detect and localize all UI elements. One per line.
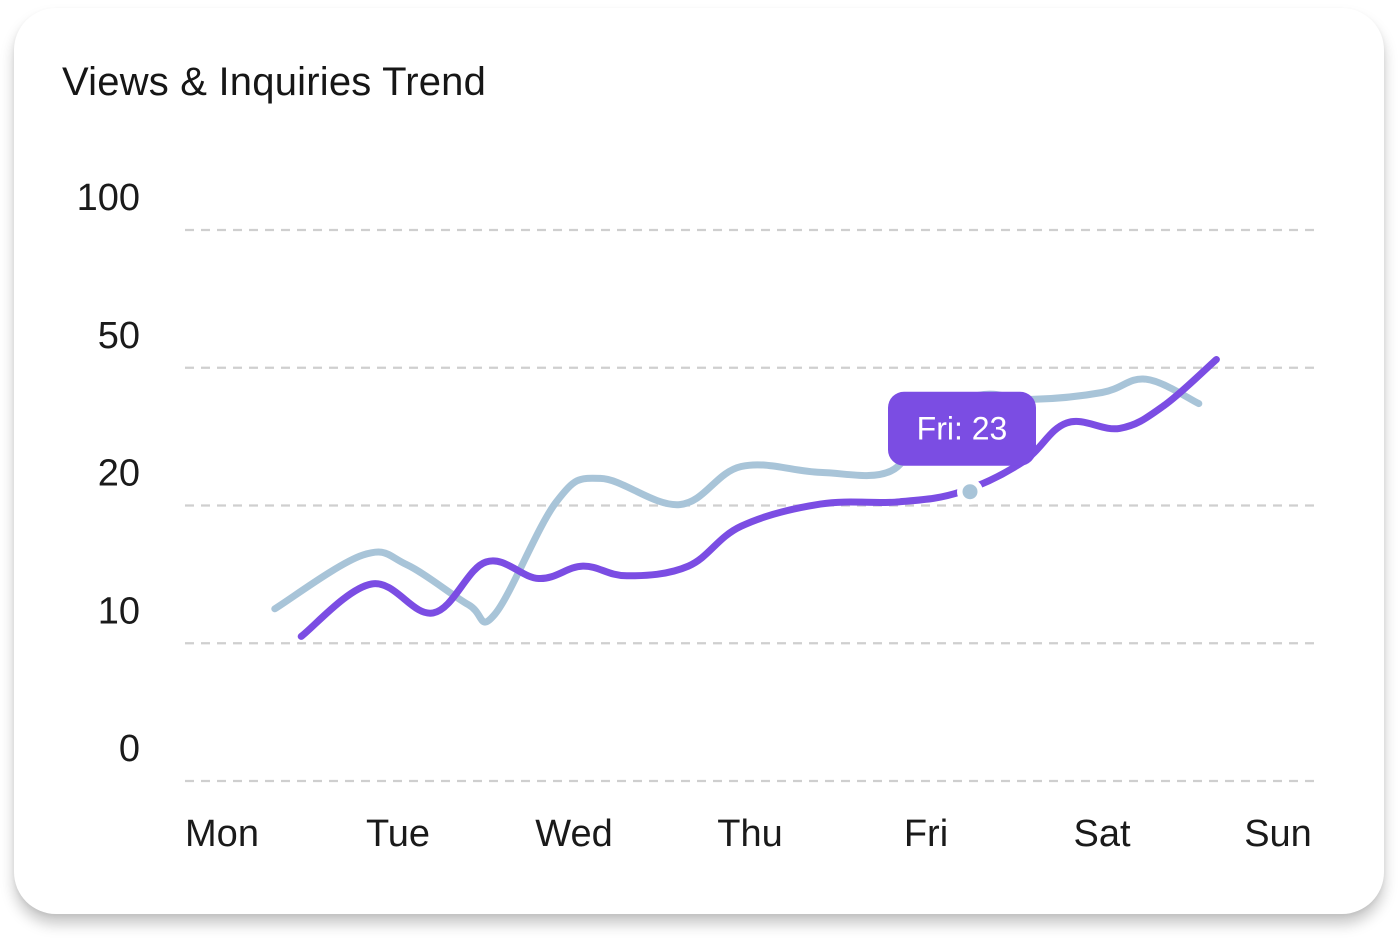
x-axis-ticks: Mon Tue Wed Thu Fri Sat Sun <box>185 813 1312 855</box>
tooltip-label: Fri: 23 <box>917 411 1008 447</box>
x-tick-label-mon: Mon <box>185 813 259 855</box>
y-tick-label: 100 <box>77 177 140 219</box>
grid-layer <box>185 228 1316 783</box>
tooltip-box <box>888 391 1036 466</box>
tooltip-layer: Fri: 23 <box>888 391 1036 505</box>
highlight-point[interactable] <box>962 484 978 500</box>
x-tick-label-tue: Tue <box>366 813 430 855</box>
x-tick-label-wed: Wed <box>535 813 612 855</box>
chart-title: Views & Inquiries Trend <box>62 60 487 104</box>
y-axis-ticks: 0 10 20 50 100 <box>77 177 140 770</box>
x-tick-label-sun: Sun <box>1244 813 1312 855</box>
y-tick-label: 0 <box>119 728 140 770</box>
x-tick-label-fri: Fri <box>904 813 948 855</box>
x-tick-label-sat: Sat <box>1073 813 1130 855</box>
x-tick-label-thu: Thu <box>717 813 782 855</box>
y-tick-label: 20 <box>98 453 140 495</box>
trend-chart: 0 10 20 50 100 Mon Tue Wed Thu Fri Sat Sun Fri: 23 <box>77 177 1316 855</box>
series-line-views <box>271 375 1203 626</box>
series-layer <box>271 356 1220 640</box>
y-tick-label: 50 <box>98 315 140 357</box>
chart-card: Views & Inquiries Trend 0 10 20 50 100 Mon Tu… <box>14 8 1384 914</box>
y-tick-label: 10 <box>98 590 140 632</box>
series-line-inquiries <box>297 356 1220 640</box>
